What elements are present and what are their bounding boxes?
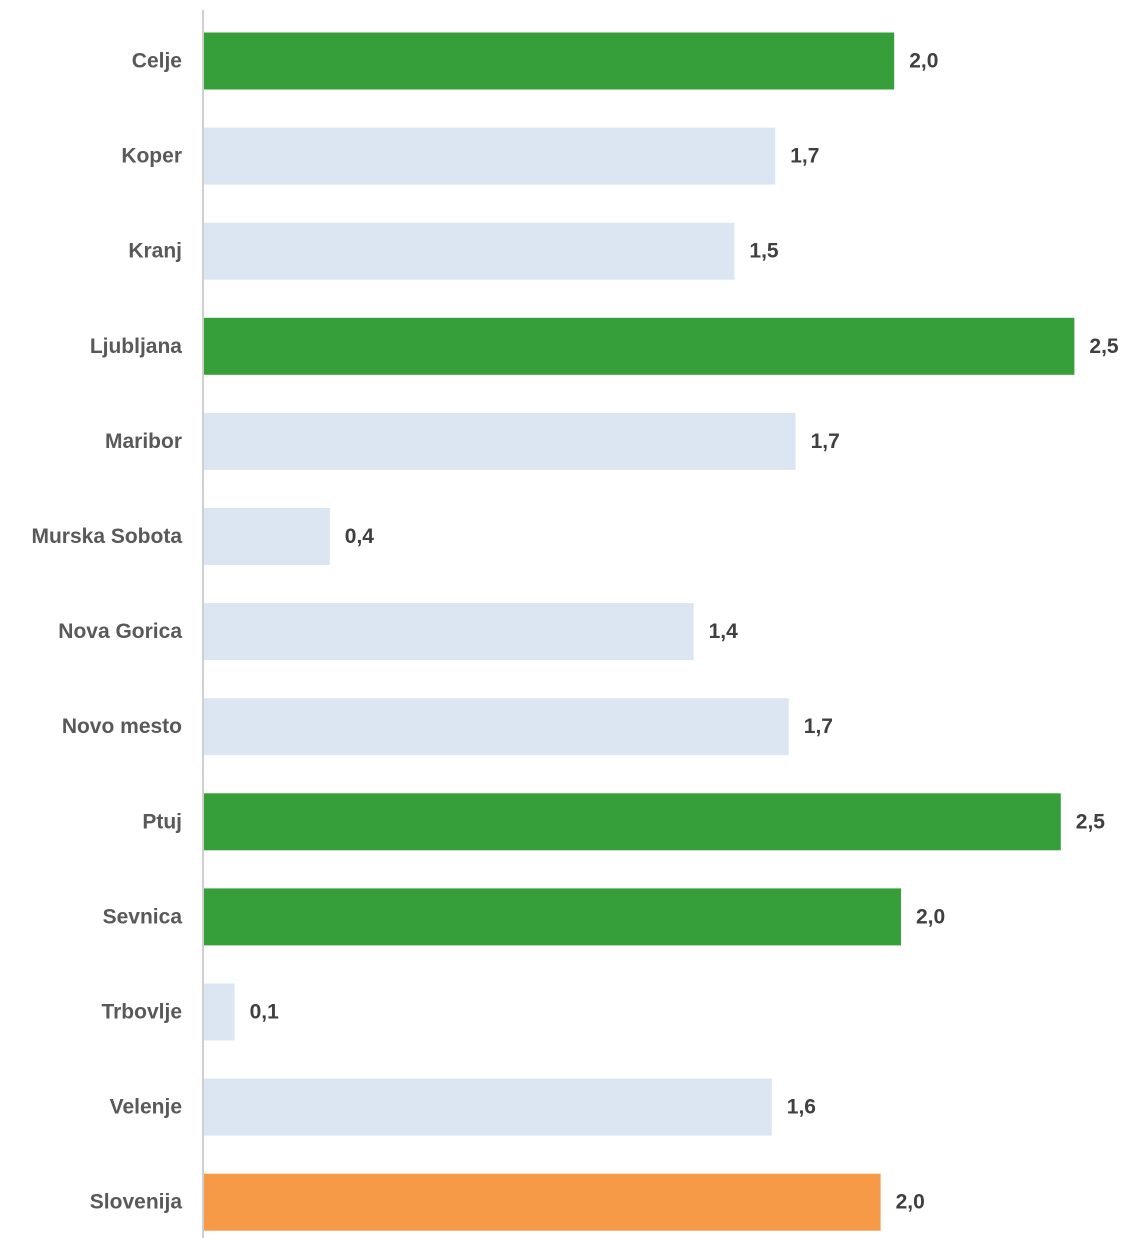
bar-velenje	[204, 1078, 772, 1136]
bar-ljubljana	[204, 317, 1075, 375]
category-label-koper: Koper	[121, 145, 182, 168]
value-label-celje: 2,0	[909, 50, 938, 73]
category-label-trbovlje: Trbovlje	[101, 1001, 182, 1024]
bar-sevnica	[204, 888, 901, 946]
value-label-ljubljana: 2,5	[1089, 335, 1119, 358]
bar-kranj	[204, 222, 735, 280]
value-label-koper: 1,7	[790, 145, 819, 168]
value-label-nova-gorica: 1,4	[709, 620, 739, 643]
bar-celje	[204, 32, 895, 90]
value-label-velenje: 1,6	[787, 1096, 816, 1119]
value-label-novo-mesto: 1,7	[804, 715, 833, 738]
category-labels-group: Celje Koper Kranj Ljubljana Maribor Murska So…	[31, 50, 182, 1214]
bar-trbovlje	[204, 983, 235, 1041]
category-label-kranj: Kranj	[128, 240, 182, 263]
category-label-celje: Celje	[132, 50, 182, 73]
bar-ptuj	[204, 793, 1061, 851]
value-label-maribor: 1,7	[811, 430, 840, 453]
category-label-murska-sobota: Murska Sobota	[31, 525, 182, 548]
category-label-nova-gorica: Nova Gorica	[58, 620, 182, 643]
category-label-slovenija: Slovenija	[90, 1191, 183, 1214]
bar-koper	[204, 127, 776, 185]
category-label-ptuj: Ptuj	[142, 810, 182, 833]
category-label-velenje: Velenje	[110, 1096, 182, 1119]
value-label-slovenija: 2,0	[896, 1191, 925, 1214]
bar-novo-mesto	[204, 698, 789, 756]
bar-murska-sobota	[204, 508, 330, 565]
category-label-sevnica: Sevnica	[103, 905, 183, 928]
bar-maribor	[204, 412, 796, 470]
value-label-ptuj: 2,5	[1076, 810, 1106, 833]
bar-slovenija	[204, 1173, 881, 1231]
bar-nova-gorica	[204, 603, 694, 661]
value-label-trbovlje: 0,1	[250, 1001, 280, 1024]
category-label-novo-mesto: Novo mesto	[62, 715, 182, 738]
category-label-maribor: Maribor	[105, 430, 182, 453]
bars-group	[204, 32, 1075, 1231]
value-label-sevnica: 2,0	[916, 905, 945, 928]
category-label-ljubljana: Ljubljana	[90, 335, 182, 358]
value-label-murska-sobota: 0,4	[345, 525, 375, 548]
value-label-kranj: 1,5	[749, 240, 779, 263]
value-labels-group: 2,0 1,7 1,5 2,5 1,7 0,4 1,4 1,7 2,5 2,0 0,1 1,6 2,0	[250, 50, 1119, 1214]
